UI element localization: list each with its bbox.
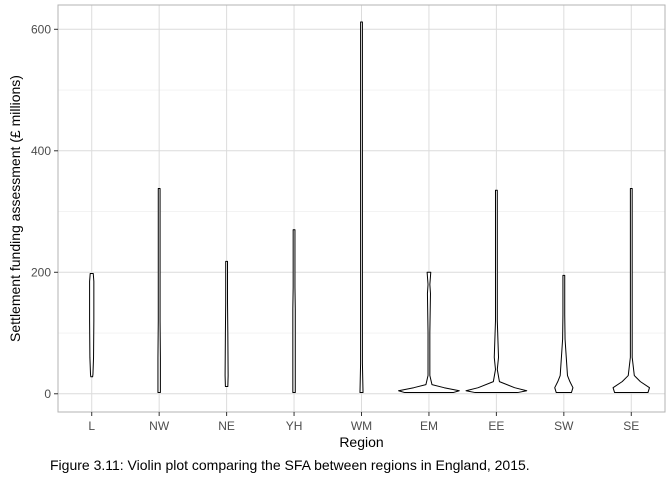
y-axis-ticks: 0 200 400 600 [31,22,58,401]
y-axis-title: Settlement funding assessment (£ million… [7,75,23,342]
violin-EE [465,189,528,394]
violin-SE [612,187,650,394]
x-tick-label: WM [351,419,372,433]
x-tick-label: YH [286,419,303,433]
y-tick-label: 200 [31,265,51,279]
violin-chart: 0 200 400 600 L NW NE YH WM EM EE SW SE Region Sett… [7,4,666,450]
x-tick-label: NW [149,419,170,433]
x-axis-ticks: L NW NE YH WM EM EE SW SE [88,412,639,433]
violin-WM [359,21,364,394]
violin-NW [157,187,161,394]
y-tick-label: 0 [44,387,51,401]
x-tick-label: NE [218,419,235,433]
x-tick-label: SW [554,419,574,433]
violin-SW [554,274,574,394]
y-tick-label: 600 [31,22,51,36]
x-tick-label: L [88,419,95,433]
figure-caption: Figure 3.11: Violin plot comparing the S… [50,457,530,473]
x-tick-label: EE [488,419,504,433]
x-tick-label: EM [420,419,438,433]
violins [89,21,650,394]
x-axis-title: Region [339,434,383,450]
violin-EM [398,271,460,394]
violin-YH [292,229,296,394]
y-tick-label: 400 [31,144,51,158]
violin-L [89,273,95,378]
violin-NE [224,260,229,387]
x-tick-label: SE [623,419,639,433]
